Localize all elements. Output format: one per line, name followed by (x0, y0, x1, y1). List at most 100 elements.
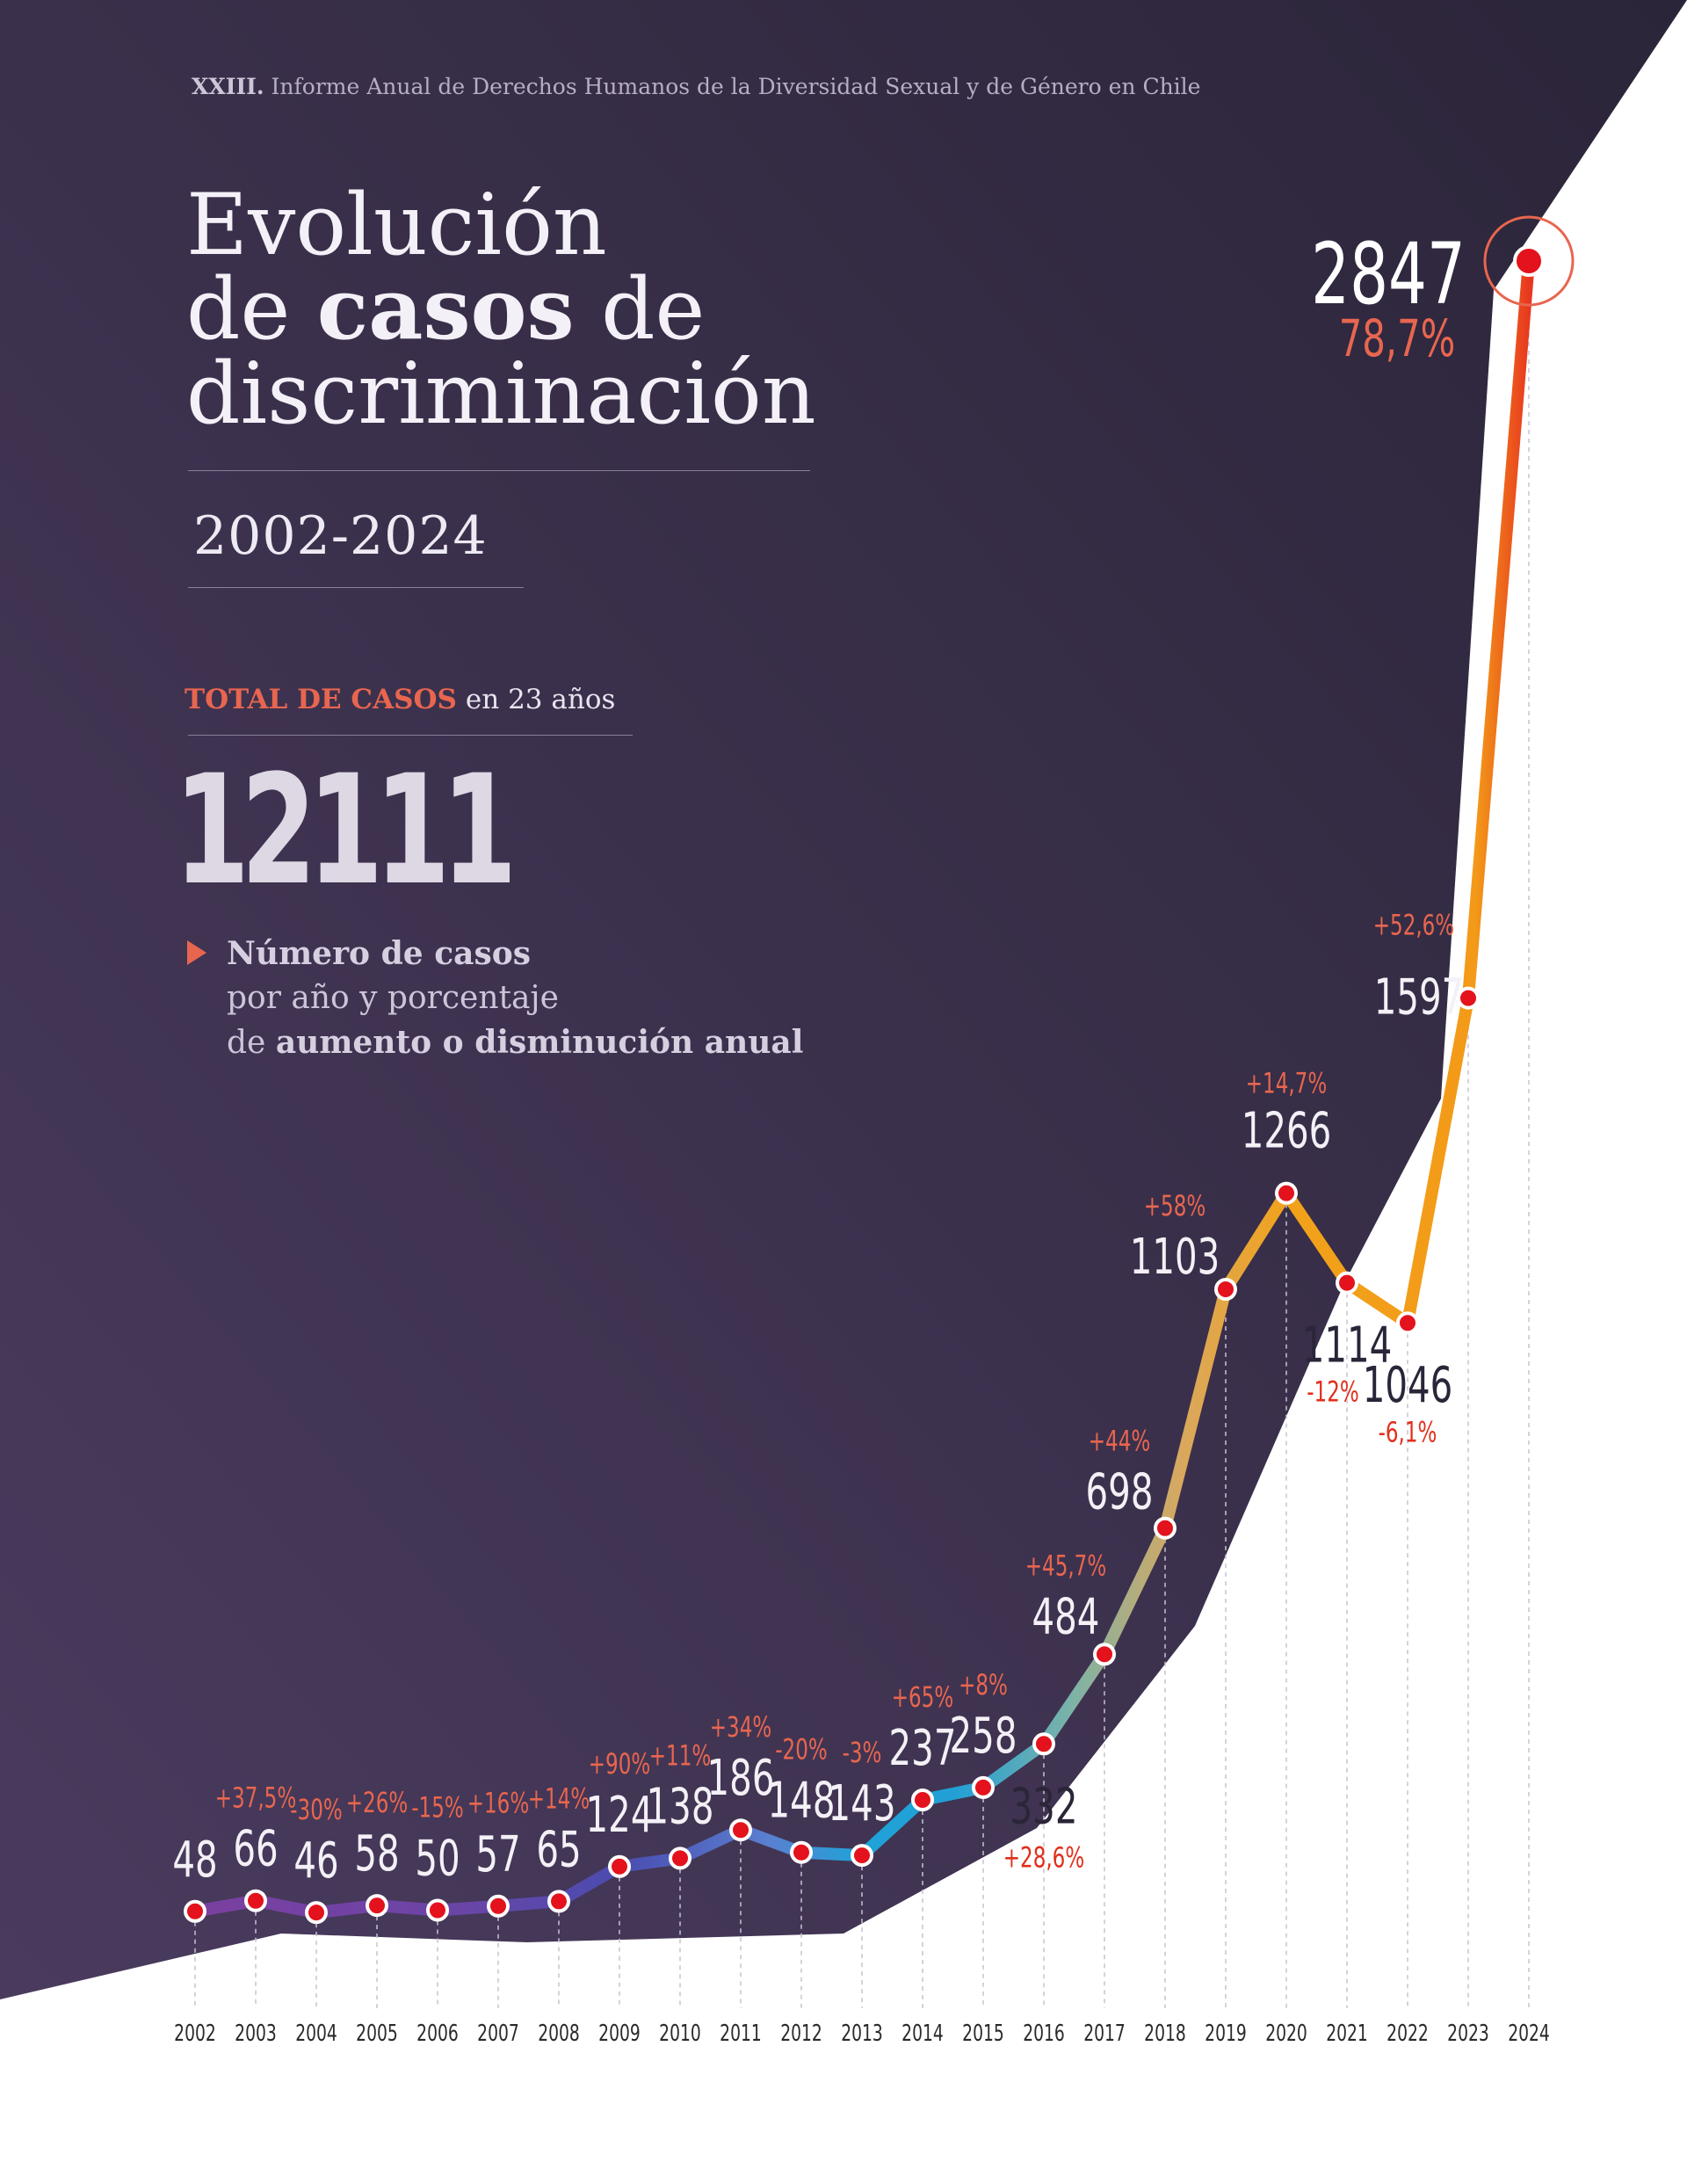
change-label: +16% (467, 1787, 530, 1820)
value-label: 258 (950, 1707, 1017, 1764)
data-point (426, 1898, 449, 1922)
change-label: -6,1% (1379, 1415, 1437, 1448)
change-label: -12% (1307, 1375, 1359, 1409)
change-label: +34% (710, 1710, 772, 1744)
change-label: -15% (411, 1791, 464, 1825)
x-tick-label: 2011 (720, 2021, 762, 2047)
description-bold-2: aumento o disminución anual (275, 1024, 804, 1061)
change-label: +44% (1089, 1425, 1151, 1458)
data-point (790, 1840, 813, 1864)
change-label: -20% (775, 1733, 828, 1767)
description-line-1: Número de casos (227, 932, 803, 976)
total-row: TOTAL DE CASOS en 23 años (185, 684, 615, 715)
data-point (1154, 1516, 1177, 1540)
background-shape (0, 0, 1687, 1999)
data-point (669, 1847, 691, 1870)
title-word-de: de (186, 260, 291, 359)
x-tick-label: 2023 (1447, 2021, 1489, 2047)
x-tick-label: 2012 (780, 2021, 822, 2047)
change-label: +14,7% (1246, 1067, 1327, 1100)
data-point (547, 1890, 570, 1913)
x-tick-label: 2021 (1326, 2021, 1368, 2047)
value-label: 1046 (1363, 1357, 1453, 1414)
change-label: +52,6% (1373, 909, 1454, 942)
year-range: 2002-2024 (193, 505, 488, 567)
total-sublabel: en 23 años (465, 684, 616, 715)
x-tick-label: 2019 (1205, 2021, 1247, 2047)
value-label: 148 (768, 1772, 836, 1829)
change-label: -3% (843, 1736, 882, 1769)
value-label: 66 (233, 1820, 278, 1877)
data-point (972, 1775, 995, 1799)
description-bold-1: Número de casos (227, 935, 531, 972)
value-label: 1597 (1374, 969, 1465, 1026)
data-point (1396, 1311, 1419, 1335)
x-tick-label: 2003 (235, 2021, 277, 2047)
total-value: 12111 (174, 742, 518, 918)
change-label: +11% (649, 1739, 712, 1773)
data-point (608, 1854, 631, 1878)
value-label: 237 (889, 1719, 957, 1776)
x-tick-label: 2015 (962, 2021, 1004, 2047)
value-label: 57 (475, 1825, 520, 1883)
value-label: 124 (586, 1786, 654, 1843)
data-point (244, 1889, 267, 1912)
value-label: 332 (1010, 1778, 1078, 1835)
total-divider (188, 735, 633, 736)
x-tick-label: 2013 (841, 2021, 883, 2047)
change-label: +26% (346, 1786, 409, 1819)
x-axis-labels: 2002 2003 2004 2005 2006 2007 2008 2009 2010 2011… (174, 2021, 1550, 2047)
value-label: 1266 (1242, 1102, 1332, 1159)
data-point (184, 1899, 206, 1923)
report-title: Informe Anual de Derechos Humanos de la … (271, 74, 1201, 99)
x-tick-label: 2010 (659, 2021, 701, 2047)
x-tick-label: 2018 (1144, 2021, 1186, 2047)
value-label: 46 (293, 1832, 338, 1889)
value-label: 2847 (1311, 224, 1466, 323)
chart-description: Número de casos por año y porcentaje de … (227, 932, 803, 1065)
change-label: -30% (290, 1793, 343, 1826)
x-tick-label: 2005 (356, 2021, 398, 2047)
report-header: XXIII. Informe Anual de Derechos Humanos… (192, 74, 1200, 99)
triangle-icon (187, 940, 206, 965)
data-point (851, 1844, 873, 1868)
total-label: TOTAL DE CASOS (185, 684, 457, 715)
data-point (1336, 1271, 1358, 1295)
data-point (911, 1789, 934, 1812)
title-line-2: de casos de (186, 267, 816, 352)
value-label: 143 (829, 1774, 896, 1832)
data-point (1093, 1643, 1116, 1666)
data-point (729, 1818, 752, 1842)
change-label: 78,7% (1339, 308, 1456, 368)
description-word-de: de (227, 1025, 266, 1061)
x-tick-label: 2008 (538, 2021, 580, 2047)
value-label: 1103 (1130, 1228, 1220, 1285)
x-tick-label: 2014 (901, 2021, 944, 2047)
title-word-casos: casos (316, 259, 575, 359)
data-points (184, 215, 1575, 1925)
guide-lines (194, 191, 1530, 1843)
data-point (1457, 986, 1480, 1010)
change-label: +65% (892, 1680, 954, 1714)
value-label: 1114 (1302, 1317, 1393, 1374)
x-tick-label: 2017 (1083, 2021, 1126, 2047)
x-tick-label: 2022 (1387, 2021, 1429, 2047)
x-tick-label: 2007 (477, 2021, 519, 2047)
change-label: +28,6% (1003, 1840, 1084, 1874)
change-labels: +37,5%-30% +26% -15% +16%+14%+90%+11%+34%-2… (215, 308, 1456, 1874)
description-line-2: por año y porcentaje (227, 980, 559, 1016)
x-tick-label: 2002 (174, 2021, 216, 2047)
data-point (487, 1894, 510, 1918)
change-label: +90% (589, 1747, 651, 1781)
description-line-3: de aumento o disminución anual (227, 1020, 803, 1065)
x-tick-label: 2006 (416, 2021, 459, 2047)
page-title: Evolución de casos de discriminación (186, 183, 816, 436)
data-point (1513, 245, 1545, 277)
title-divider (188, 470, 810, 471)
data-point (1032, 1732, 1055, 1756)
value-label: 58 (354, 1825, 399, 1882)
x-tick-label: 2024 (1508, 2021, 1550, 2047)
